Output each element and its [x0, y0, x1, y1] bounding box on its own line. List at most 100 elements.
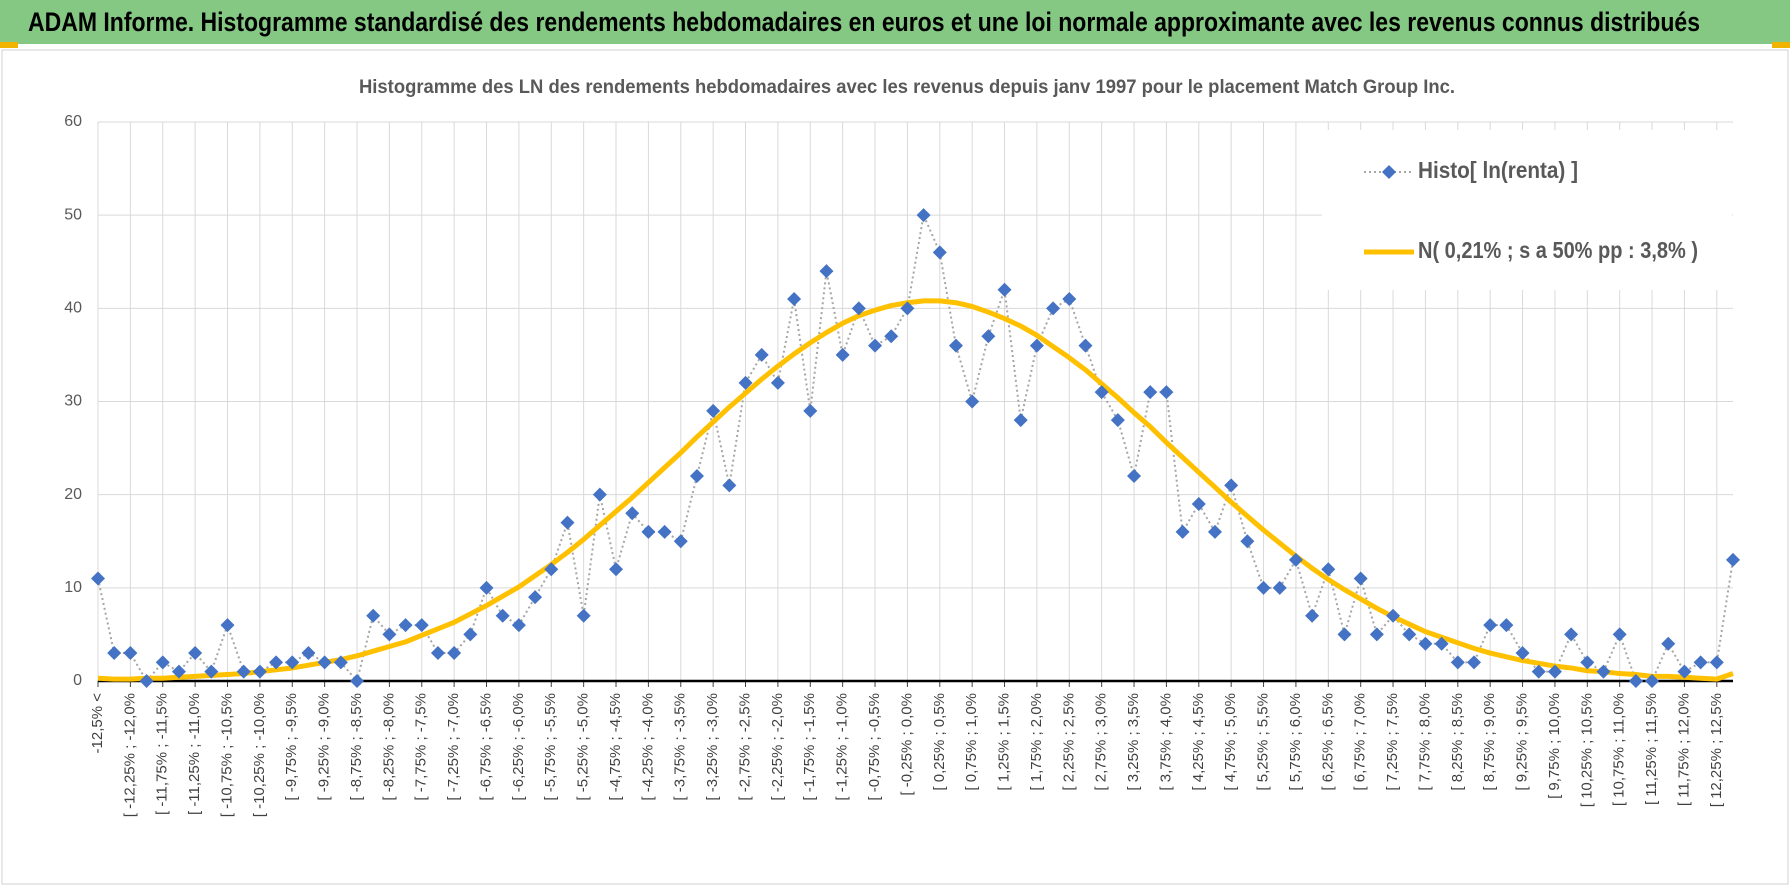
data-point — [981, 329, 996, 344]
data-point — [1046, 301, 1061, 316]
data-point — [155, 655, 170, 670]
data-point — [1191, 496, 1206, 511]
data-point — [673, 534, 688, 549]
data-point — [171, 664, 186, 679]
data-point — [625, 506, 640, 521]
x-tick-label: [ 11,75% ; 12,0% — [1675, 693, 1692, 806]
data-point — [1013, 413, 1028, 428]
data-point — [1159, 385, 1174, 400]
x-tick-label: [ 1,75% ; 2,0% — [1028, 693, 1045, 791]
data-point — [188, 646, 203, 661]
data-point — [609, 562, 624, 577]
data-point — [754, 347, 769, 362]
data-point — [1645, 674, 1660, 688]
data-point — [1483, 618, 1498, 633]
y-tick-label: 20 — [64, 486, 82, 503]
data-point — [689, 469, 704, 484]
data-point — [252, 664, 267, 679]
data-point — [1531, 664, 1546, 679]
data-point — [1369, 627, 1384, 642]
data-point — [447, 646, 462, 661]
x-tick-label: [ 11,25% ; 11,5% — [1643, 693, 1660, 805]
data-point — [1499, 618, 1514, 633]
x-tick-label: [ 2,75% ; 3,0% — [1093, 693, 1110, 791]
x-tick-label: [ -6,25% ; -6,0% — [510, 693, 527, 801]
data-point — [851, 301, 866, 316]
x-tick-label: [ 12,25% ; 12,5% — [1708, 693, 1725, 807]
data-point — [1143, 385, 1158, 400]
data-point — [1353, 571, 1368, 586]
data-point — [1321, 562, 1336, 577]
x-tick-label: [ 9,75% ; 10,0% — [1546, 693, 1563, 799]
x-tick-label: [ 10,25% ; 10,5% — [1578, 693, 1595, 807]
normal-curve — [97, 298, 1734, 682]
x-tick-label: [ 0,25% ; 0,5% — [931, 693, 948, 791]
data-point — [317, 655, 332, 670]
data-point — [641, 524, 656, 539]
x-tick-label: [ 7,75% ; 8,0% — [1416, 693, 1433, 791]
x-tick-label: [ 3,25% ; 3,5% — [1125, 693, 1142, 791]
x-tick-label: [ -0,25% ; 0,0% — [898, 693, 915, 796]
x-tick-label: [ 4,75% ; 5,0% — [1222, 693, 1239, 791]
data-point — [722, 478, 737, 493]
data-point — [1272, 580, 1287, 595]
data-point — [1110, 413, 1125, 428]
data-point — [803, 403, 818, 418]
data-point — [107, 646, 122, 661]
data-point — [1256, 580, 1271, 595]
data-point — [1677, 664, 1692, 679]
x-tick-label: [ 8,25% ; 8,5% — [1449, 693, 1466, 791]
data-point — [366, 608, 381, 623]
data-point — [463, 627, 478, 642]
x-tick-label: [ 8,75% ; 9,0% — [1481, 693, 1498, 791]
x-tick-label: [ 6,75% ; 7,0% — [1352, 693, 1369, 791]
data-point — [1240, 534, 1255, 549]
data-point — [1596, 664, 1611, 679]
x-tick-label: [ -2,25% ; -2,0% — [769, 693, 786, 801]
data-point — [835, 347, 850, 362]
data-point — [1305, 608, 1320, 623]
data-point — [1207, 524, 1222, 539]
data-point — [1078, 338, 1093, 353]
x-tick-label: [ -7,75% ; -7,5% — [413, 693, 430, 801]
data-point — [1434, 636, 1449, 651]
data-point — [1337, 627, 1352, 642]
data-point — [301, 646, 316, 661]
data-point — [333, 655, 348, 670]
y-tick-label: 0 — [73, 672, 82, 689]
data-point — [1564, 627, 1579, 642]
data-point — [657, 524, 672, 539]
x-tick-label: [ -12,25% ; -12,0% — [121, 693, 138, 817]
data-point — [884, 329, 899, 344]
x-tick-label: [ -11,25% ; -11,0% — [186, 693, 203, 815]
data-point — [495, 608, 510, 623]
data-point — [738, 375, 753, 390]
header-banner — [0, 0, 1790, 44]
header-title: ADAM Informe. Histogramme standardisé de… — [28, 7, 1700, 37]
data-point — [1288, 552, 1303, 567]
x-tick-label: [ -8,75% ; -8,5% — [348, 693, 365, 801]
chart-frame — [1, 49, 1789, 885]
data-point — [511, 618, 526, 633]
data-point — [1029, 338, 1044, 353]
data-point — [123, 646, 138, 661]
data-point — [430, 646, 445, 661]
legend-box — [1322, 130, 1732, 290]
data-point — [1450, 655, 1465, 670]
x-tick-label: [ -5,25% ; -5,0% — [575, 693, 592, 801]
data-point — [1466, 655, 1481, 670]
x-tick-label: [ -8,25% ; -8,0% — [380, 693, 397, 801]
y-tick-label: 60 — [64, 113, 82, 130]
data-point — [1062, 292, 1077, 307]
x-tick-label: [ 7,25% ; 7,5% — [1384, 693, 1401, 791]
x-tick-label: [ -4,25% ; -4,0% — [639, 693, 656, 801]
data-point — [1580, 655, 1595, 670]
data-point — [269, 655, 284, 670]
data-point — [1612, 627, 1627, 642]
x-tick-label: [ 6,25% ; 6,5% — [1319, 693, 1336, 791]
data-point — [997, 282, 1012, 297]
data-point — [544, 562, 559, 577]
data-point — [1661, 636, 1676, 651]
